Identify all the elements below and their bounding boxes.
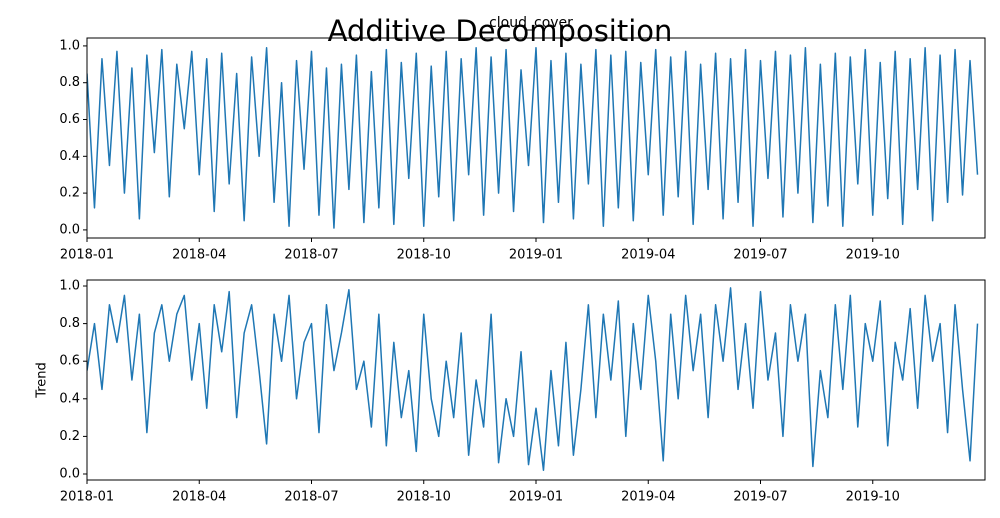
y-axis-label: Trend bbox=[35, 362, 50, 399]
x-tick-label: 2019-10 bbox=[846, 490, 900, 505]
x-tick-label: 2018-01 bbox=[60, 248, 114, 263]
y-tick-label: 0.2 bbox=[59, 429, 80, 444]
x-tick-label: 2018-10 bbox=[397, 490, 451, 505]
x-tick-label: 2019-07 bbox=[733, 248, 787, 263]
y-tick-label: 0.8 bbox=[59, 316, 80, 331]
x-tick-label: 2019-07 bbox=[733, 490, 787, 505]
y-tick-label: 0.0 bbox=[59, 466, 80, 481]
y-tick-label: 0.6 bbox=[59, 112, 80, 127]
y-tick-label: 0.4 bbox=[59, 391, 80, 406]
data-line bbox=[87, 287, 979, 471]
x-tick-label: 2018-10 bbox=[397, 248, 451, 263]
x-tick-label: 2019-01 bbox=[509, 248, 563, 263]
y-tick-label: 0.8 bbox=[59, 75, 80, 90]
x-tick-label: 2018-04 bbox=[172, 248, 226, 263]
x-tick-label: 2018-01 bbox=[60, 490, 114, 505]
figure-title: Additive Decomposition bbox=[328, 14, 673, 48]
x-tick-label: 2019-01 bbox=[509, 490, 563, 505]
y-tick-label: 0.0 bbox=[59, 222, 80, 237]
axes-title: cloud_cover bbox=[489, 15, 573, 31]
x-tick-label: 2019-04 bbox=[621, 490, 675, 505]
x-tick-label: 2019-10 bbox=[846, 248, 900, 263]
x-tick-label: 2018-07 bbox=[284, 248, 338, 263]
axes-frame bbox=[86, 279, 986, 481]
data-line bbox=[87, 47, 979, 229]
y-tick-label: 0.4 bbox=[59, 149, 80, 164]
x-tick-label: 2019-04 bbox=[621, 248, 675, 263]
x-tick-label: 2018-07 bbox=[284, 490, 338, 505]
y-tick-label: 1.0 bbox=[59, 38, 80, 53]
x-tick-label: 2018-04 bbox=[172, 490, 226, 505]
y-tick-label: 0.2 bbox=[59, 186, 80, 201]
y-tick-label: 1.0 bbox=[59, 279, 80, 294]
y-tick-label: 0.6 bbox=[59, 354, 80, 369]
